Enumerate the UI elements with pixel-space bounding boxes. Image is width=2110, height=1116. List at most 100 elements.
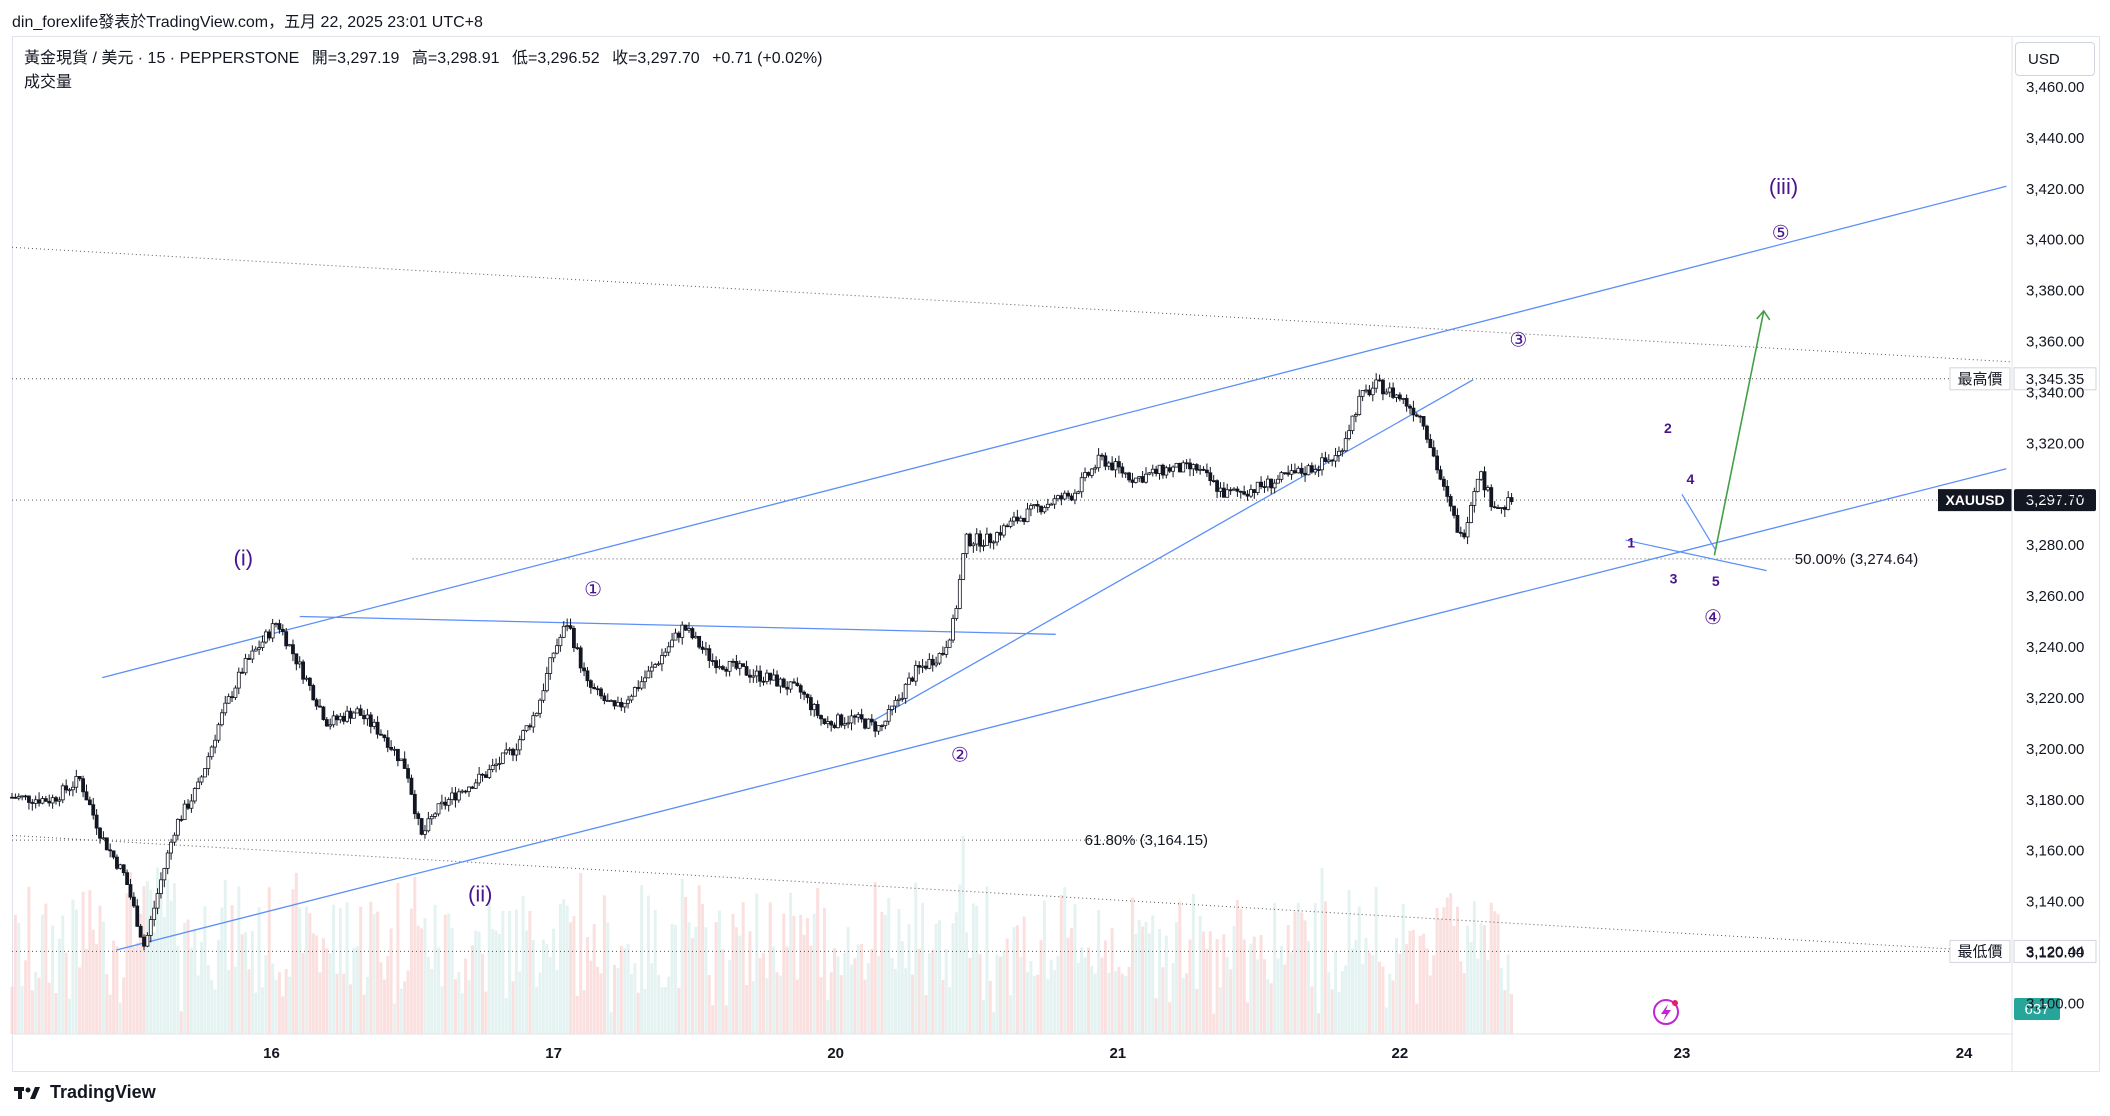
candle-body — [1218, 487, 1223, 492]
volume-bar — [1019, 957, 1023, 1034]
volume-bar — [670, 923, 674, 1034]
candle-body — [392, 748, 397, 751]
candle-body — [291, 644, 295, 655]
candle-body — [687, 628, 691, 631]
high-price-badge[interactable]: 最高價 3,345.35 — [1949, 367, 2097, 391]
candle-body — [37, 799, 41, 804]
candle-body — [247, 658, 251, 660]
volume-bar — [1141, 926, 1145, 1034]
volume-bar — [1218, 987, 1222, 1034]
candle-body — [162, 868, 167, 881]
volume-bar — [359, 906, 363, 1034]
channel-lower-line[interactable] — [116, 468, 2007, 951]
volume-bar — [47, 982, 51, 1034]
chart-legend: 黃金現貨 / 美元 · 15 · PEPPERSTONE 開=3,297.19 … — [24, 47, 830, 95]
volume-bar — [931, 949, 935, 1034]
volume-bar — [910, 974, 914, 1034]
candle-body — [203, 768, 207, 778]
wave4-leg-line[interactable] — [1681, 493, 1717, 551]
target-arrow-line[interactable] — [1713, 310, 1765, 556]
candle-body — [907, 677, 911, 685]
candle-body — [798, 685, 803, 693]
volume-bar — [213, 989, 217, 1034]
volume-bar — [68, 998, 72, 1034]
candle-body — [165, 852, 170, 869]
volume-bar — [975, 905, 979, 1034]
candle-body — [1133, 477, 1138, 483]
candle-body — [880, 725, 884, 727]
volume-bar — [1459, 961, 1463, 1034]
candle-body — [947, 639, 952, 648]
volume-bar — [1093, 973, 1097, 1034]
channel-upper-line[interactable] — [102, 185, 2007, 679]
candle-body — [233, 687, 238, 698]
candle-body — [1282, 472, 1287, 475]
candle-body — [1181, 462, 1186, 473]
volume-bar — [403, 981, 407, 1034]
volume-bar — [1117, 966, 1121, 1034]
candle-body — [551, 652, 556, 659]
volume-bar — [822, 907, 826, 1034]
wave5-channel-line[interactable] — [1625, 539, 1767, 572]
currency-button[interactable]: USD — [2015, 42, 2095, 76]
candle-body — [981, 545, 986, 547]
candle-body — [1191, 464, 1196, 470]
lightning-event-icon[interactable] — [1653, 999, 1679, 1025]
candle-body — [561, 625, 566, 638]
volume-bar — [484, 991, 488, 1034]
volume-bar — [88, 890, 92, 1034]
volume-bar — [118, 1002, 122, 1034]
volume-bar — [1462, 972, 1466, 1034]
volume-bar — [1222, 934, 1226, 1034]
volume-bar — [1242, 939, 1246, 1034]
volume-indicator-label[interactable]: 成交量 — [24, 74, 73, 91]
candle-body — [873, 721, 878, 732]
candle-body — [267, 631, 272, 639]
volume-bar — [352, 947, 356, 1034]
last-price-badge[interactable]: XAUUSD 3,297.70 — [1938, 489, 2096, 512]
candle-body — [1035, 504, 1040, 507]
volume-bar — [54, 993, 58, 1034]
low-price-badge[interactable]: 最低價 3,120.44 — [1949, 939, 2097, 963]
tradingview-logo[interactable]: TradingView — [14, 1082, 156, 1103]
volume-bar — [64, 952, 68, 1034]
time-tick-label: 16 — [263, 1045, 280, 1062]
candle-body — [1086, 472, 1091, 476]
candle-body — [1435, 455, 1440, 471]
volume-bar — [846, 927, 850, 1034]
candle-body — [10, 796, 14, 799]
volume-bar — [51, 925, 55, 1034]
candle-body — [192, 788, 197, 802]
volume-bar — [772, 946, 776, 1034]
volume-bar — [457, 971, 461, 1034]
candle-body — [1347, 430, 1351, 440]
resistance-flat-line[interactable] — [299, 615, 1056, 635]
symbol-label[interactable]: 黃金現貨 / 美元 · 15 · PEPPERSTONE — [24, 50, 300, 67]
volume-bar — [413, 876, 417, 1034]
wave-label: 2 — [1664, 420, 1672, 436]
volume-bar — [1293, 911, 1297, 1034]
volume-bar — [1489, 902, 1493, 1034]
candle-body — [1073, 492, 1077, 501]
candle-body — [629, 695, 634, 701]
candle-body — [836, 714, 840, 729]
price-tick-label: 3,320.00 — [2026, 435, 2084, 452]
candle-body — [1465, 522, 1470, 538]
candle-body — [869, 718, 874, 723]
wave-label: 1 — [1627, 535, 1635, 551]
open-value: 開=3,297.19 — [311, 50, 400, 67]
volume-bar — [521, 895, 525, 1034]
level-price-bg — [2013, 367, 2097, 391]
candle-body — [328, 724, 333, 727]
wave4-support-line[interactable] — [863, 379, 1474, 727]
candle-body — [1059, 495, 1064, 500]
volume-bar — [863, 979, 867, 1034]
candle-body — [206, 756, 211, 769]
volume-bar — [125, 893, 129, 1034]
volume-bar — [108, 994, 112, 1034]
candle-body — [274, 623, 278, 625]
candle-body — [1079, 477, 1084, 493]
candle-body — [355, 708, 360, 714]
volume-badge[interactable]: 637 — [2014, 998, 2060, 1020]
